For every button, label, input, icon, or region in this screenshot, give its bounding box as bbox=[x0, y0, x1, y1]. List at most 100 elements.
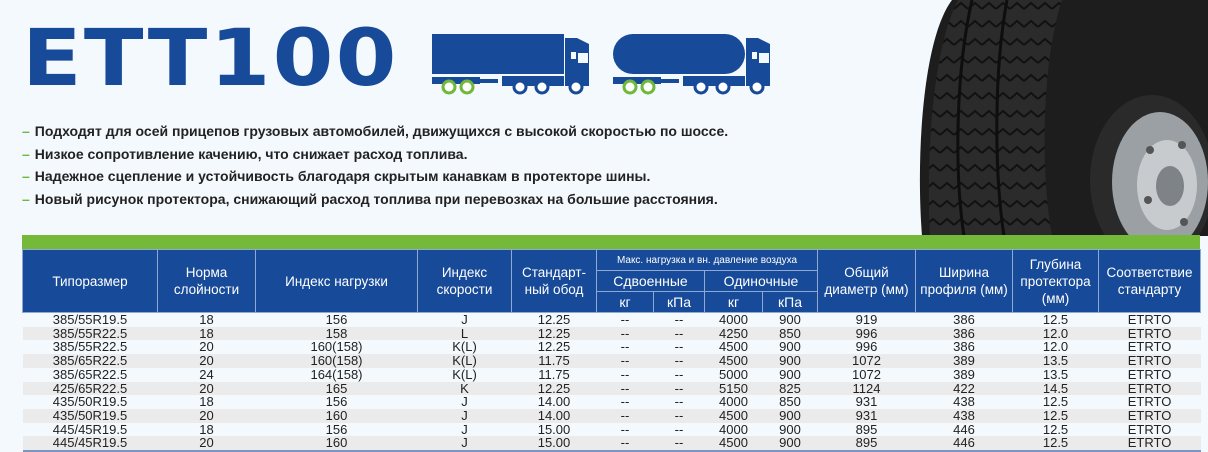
feature-text: Подходят для осей прицепов грузовых авто… bbox=[34, 123, 729, 139]
bullet-marker: – bbox=[22, 123, 30, 139]
cell-single-kpa: 900 bbox=[762, 422, 818, 437]
cell-single-kg: 4500 bbox=[704, 340, 763, 355]
feature-text: Низкое сопротивление качению, что снижае… bbox=[34, 145, 468, 162]
cell-standard: ETRTO bbox=[1098, 408, 1201, 423]
cell-dual-kg: -- bbox=[596, 422, 654, 437]
table-row: 385/65R22.5 24 164(158) K(L) 11.75 -- -- 5000 90… bbox=[22, 367, 1201, 382]
cell-dual-kpa: -- bbox=[653, 312, 705, 327]
cell-dual-kg: -- bbox=[596, 408, 654, 423]
cell-diameter: 1124 bbox=[817, 381, 916, 396]
cell-diameter: 919 bbox=[817, 312, 916, 327]
header-speed-index: Индекс скорости bbox=[417, 249, 512, 313]
cell-diameter: 931 bbox=[817, 395, 916, 409]
cell-standard: ETRTO bbox=[1098, 436, 1201, 452]
cell-diameter: 895 bbox=[817, 436, 916, 452]
feature-item: – Надежное сцепление и устойчивость благо… bbox=[22, 165, 728, 188]
cell-dual-kpa: -- bbox=[653, 436, 705, 452]
table-body: 385/55R19.5 18 156 J 12.25 -- -- 4000 900 919 386 1… bbox=[22, 312, 1201, 452]
cell-dual-kpa: -- bbox=[653, 367, 705, 382]
cell-single-kg: 4500 bbox=[704, 408, 763, 423]
cell-standard: ETRTO bbox=[1098, 367, 1201, 382]
cell-width: 422 bbox=[915, 381, 1013, 396]
cell-width: 386 bbox=[915, 340, 1013, 355]
cell-load-index: 156 bbox=[255, 395, 418, 409]
table-row: 435/50R19.5 18 156 J 14.00 -- -- 4000 850 931 438 1… bbox=[22, 395, 1201, 409]
truck-icons bbox=[432, 34, 770, 95]
cell-single-kg: 4000 bbox=[704, 422, 763, 437]
cell-depth: 12.5 bbox=[1012, 408, 1099, 423]
cell-load-index: 158 bbox=[255, 326, 418, 341]
feature-text: Новый рисунок протектора, снижающий расх… bbox=[34, 190, 718, 207]
cell-depth: 13.5 bbox=[1012, 367, 1099, 382]
cell-depth: 12.0 bbox=[1012, 340, 1099, 355]
truck-with-box-trailer-icon bbox=[432, 34, 589, 95]
cell-single-kpa: 825 bbox=[762, 381, 818, 396]
cell-dual-kg: -- bbox=[596, 436, 654, 452]
cell-load-index: 160 bbox=[255, 408, 418, 423]
header-size: Типоразмер bbox=[22, 249, 158, 313]
cell-rim: 12.25 bbox=[511, 340, 597, 355]
cell-dual-kpa: -- bbox=[653, 422, 705, 437]
cell-single-kg: 4250 bbox=[704, 326, 763, 341]
cell-depth: 13.5 bbox=[1012, 354, 1099, 368]
cell-size: 385/55R22.5 bbox=[22, 326, 158, 341]
cell-speed-index: J bbox=[417, 312, 512, 327]
table-row: 445/45R19.5 18 156 J 15.00 -- -- 4000 900 895 446 1… bbox=[22, 422, 1201, 437]
cell-rim: 11.75 bbox=[511, 354, 597, 368]
cell-standard: ETRTO bbox=[1098, 326, 1201, 341]
cell-single-kpa: 900 bbox=[762, 340, 818, 355]
cell-width: 446 bbox=[915, 422, 1013, 437]
cell-size: 385/55R22.5 bbox=[22, 340, 158, 355]
cell-ply: 24 bbox=[157, 367, 256, 382]
cell-size: 385/65R22.5 bbox=[22, 367, 158, 382]
header-dual: Сдвоенные bbox=[596, 270, 705, 292]
header-rim: Стандарт-ный обод bbox=[511, 249, 597, 313]
cell-ply: 20 bbox=[157, 354, 256, 368]
cell-rim: 14.00 bbox=[511, 395, 597, 409]
header-dual-kg: кг bbox=[596, 291, 654, 313]
cell-single-kg: 4500 bbox=[704, 436, 763, 452]
cell-single-kpa: 850 bbox=[762, 395, 818, 409]
specs-table: Типоразмер Норма слойности Индекс нагруз… bbox=[22, 249, 1202, 452]
cell-speed-index: K bbox=[417, 381, 512, 396]
cell-single-kpa: 900 bbox=[762, 408, 818, 423]
table-row: 425/65R22.5 20 165 K 12.25 -- -- 5150 825 1124 422… bbox=[22, 381, 1201, 396]
cell-dual-kpa: -- bbox=[653, 340, 705, 355]
cell-ply: 18 bbox=[157, 326, 256, 341]
cell-width: 386 bbox=[915, 312, 1013, 327]
cell-speed-index: J bbox=[417, 395, 512, 409]
cell-speed-index: J bbox=[417, 436, 512, 452]
header-standard: Соответствие стандарту bbox=[1098, 249, 1202, 313]
cell-ply: 20 bbox=[157, 408, 256, 423]
bullet-marker: – bbox=[22, 145, 30, 162]
cell-single-kpa: 900 bbox=[762, 436, 818, 452]
cell-diameter: 931 bbox=[817, 408, 916, 423]
cell-width: 446 bbox=[915, 436, 1013, 452]
cell-rim: 15.00 bbox=[511, 436, 597, 452]
feature-item: – Подходят для осей прицепов грузовых авт… bbox=[22, 120, 728, 143]
cell-width: 389 bbox=[915, 367, 1013, 382]
cell-load-index: 160(158) bbox=[255, 340, 418, 355]
cell-dual-kpa: -- bbox=[653, 381, 705, 396]
header-load-index: Индекс нагрузки bbox=[255, 249, 418, 313]
cell-width: 438 bbox=[915, 395, 1013, 409]
cell-depth: 12.5 bbox=[1012, 436, 1099, 452]
table-row: 385/55R22.5 18 158 L 12.25 -- -- 4250 850 996 386 1… bbox=[22, 326, 1201, 341]
cell-speed-index: K(L) bbox=[417, 367, 512, 382]
cell-dual-kpa: -- bbox=[653, 395, 705, 409]
cell-depth: 14.5 bbox=[1012, 381, 1099, 396]
cell-dual-kpa: -- bbox=[653, 408, 705, 423]
cell-rim: 12.25 bbox=[511, 326, 597, 341]
cell-size: 445/45R19.5 bbox=[22, 422, 158, 437]
cell-single-kpa: 850 bbox=[762, 326, 818, 341]
cell-standard: ETRTO bbox=[1098, 422, 1201, 437]
cell-dual-kpa: -- bbox=[653, 326, 705, 341]
cell-dual-kg: -- bbox=[596, 312, 654, 327]
table-row: 385/55R19.5 18 156 J 12.25 -- -- 4000 900 919 386 1… bbox=[22, 312, 1201, 327]
cell-diameter: 996 bbox=[817, 326, 916, 341]
cell-single-kpa: 900 bbox=[762, 367, 818, 382]
cell-ply: 20 bbox=[157, 381, 256, 396]
cell-speed-index: J bbox=[417, 408, 512, 423]
cell-rim: 12.25 bbox=[511, 381, 597, 396]
cell-standard: ETRTO bbox=[1098, 340, 1201, 355]
